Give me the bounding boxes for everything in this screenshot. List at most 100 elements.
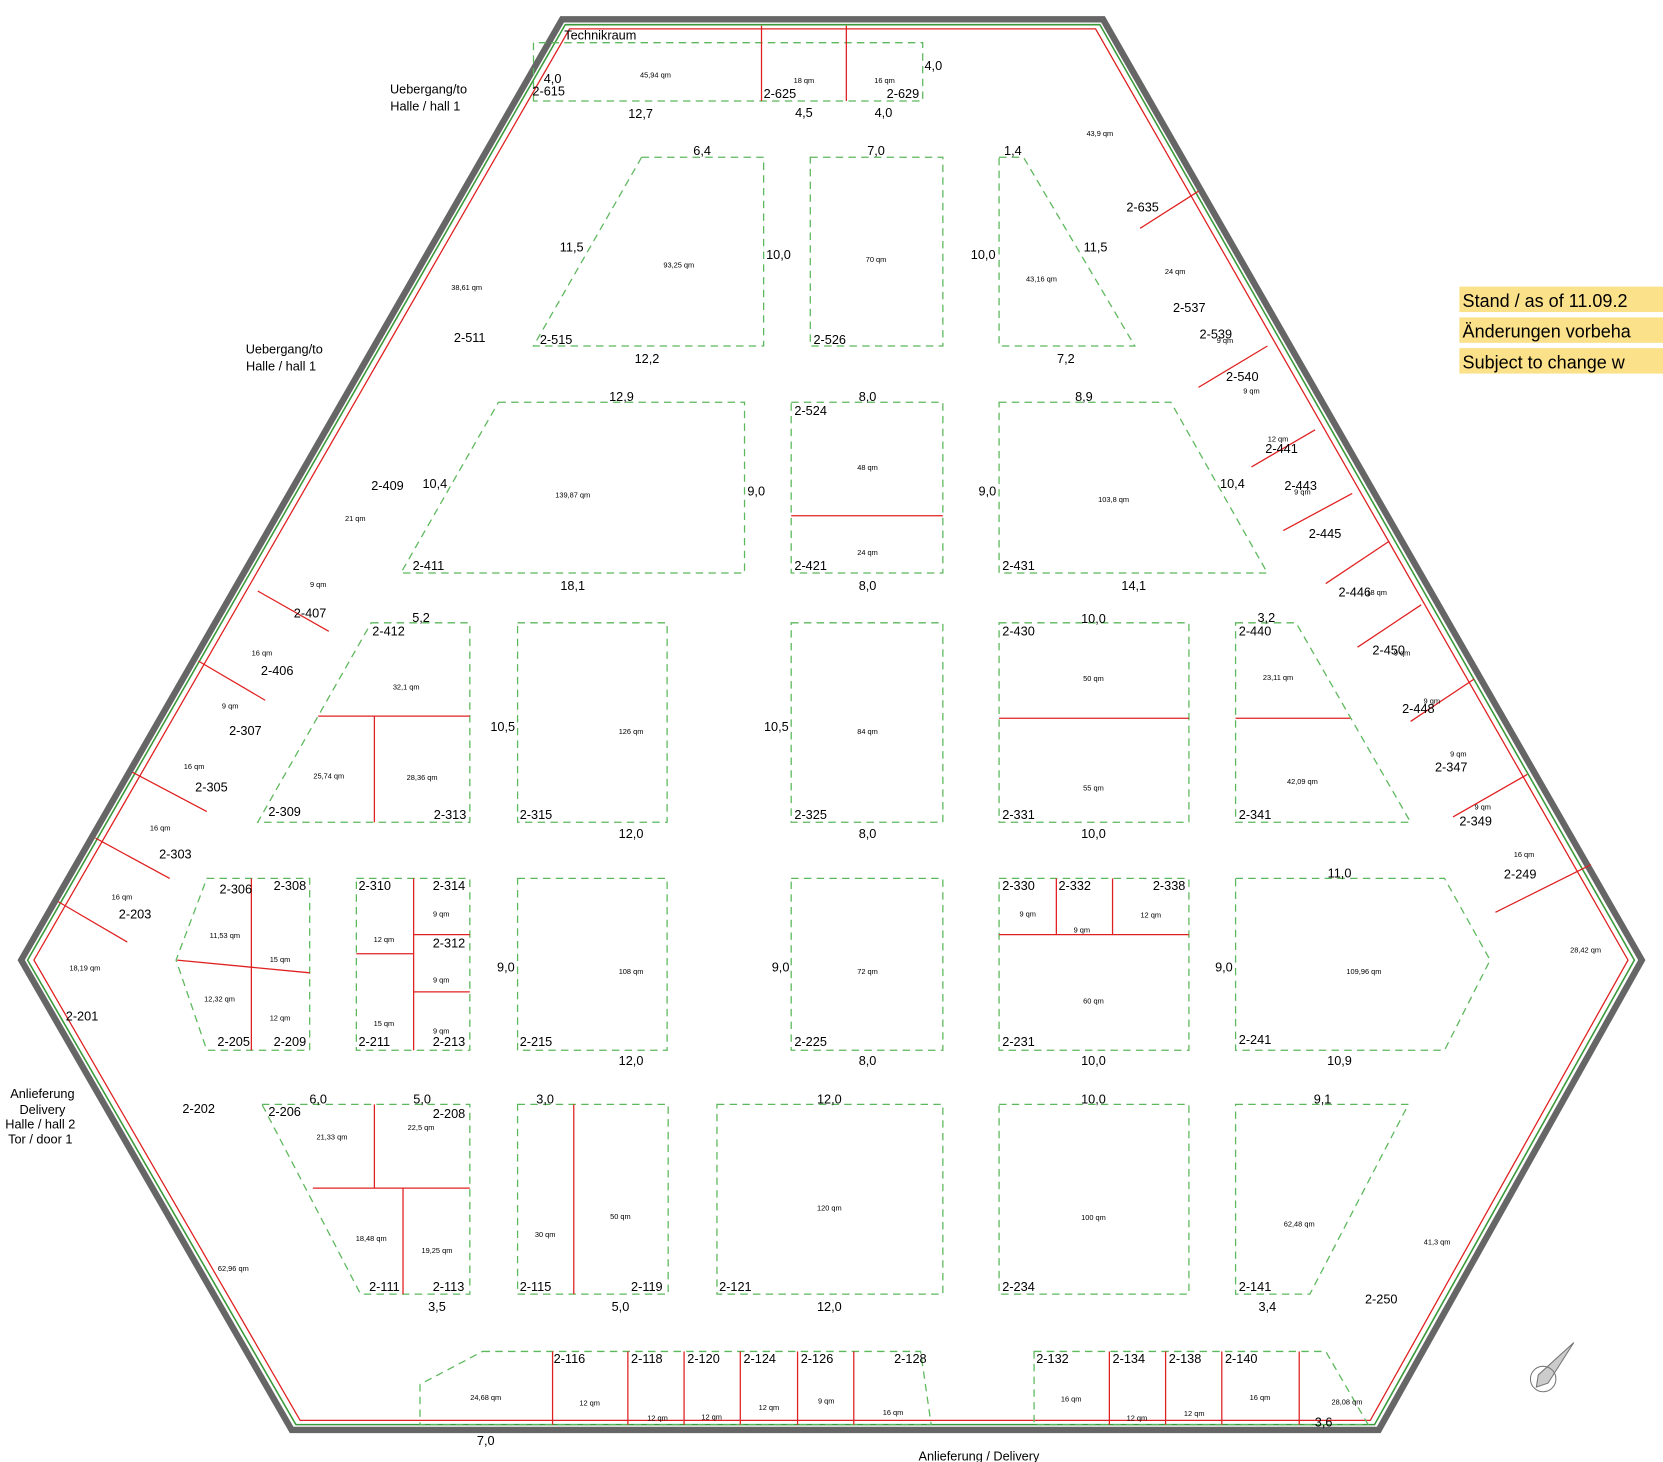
dimension: 10,5 xyxy=(490,719,515,734)
booth-area: 48 qm xyxy=(857,463,878,472)
booth-id: 2-128 xyxy=(894,1351,927,1366)
dimension: 10,4 xyxy=(422,476,447,491)
booth-area: 9 qm xyxy=(1450,749,1466,758)
booth-area: 22,5 qm xyxy=(408,1123,435,1132)
dimension: 6,0 xyxy=(309,1091,327,1106)
booth-id: 2-411 xyxy=(413,558,445,573)
booth-area: 120 qm xyxy=(817,1203,842,1212)
booth-area: 12 qm xyxy=(759,1403,780,1412)
booth-area: 139,87 qm xyxy=(555,491,590,500)
booth-area: 12 qm xyxy=(1268,434,1289,443)
booth-id: 2-208 xyxy=(433,1106,466,1121)
booth-id: 2-441 xyxy=(1265,441,1298,456)
booth-area: 16 qm xyxy=(252,649,273,658)
booth-id: 2-115 xyxy=(520,1279,552,1294)
booth-area: 38,61 qm xyxy=(451,283,482,292)
booth-area: 28,36 qm xyxy=(407,773,438,782)
dimension: 7,0 xyxy=(867,143,885,158)
booth-id: 2-635 xyxy=(1126,199,1159,214)
notice-text: Subject to change w xyxy=(1463,352,1626,372)
booth-id: 2-111 xyxy=(369,1279,400,1294)
notice-text: Stand / as of 11.09.2 xyxy=(1463,291,1628,311)
booth-area: 12 qm xyxy=(701,1412,722,1421)
booth-id: 2-312 xyxy=(433,935,466,950)
booth-id: 2-305 xyxy=(195,779,228,794)
booth-id: 2-314 xyxy=(433,878,466,893)
booth-area: 43,9 qm xyxy=(1086,129,1113,138)
dimension: 18,1 xyxy=(560,578,585,593)
booth-area: 16 qm xyxy=(184,762,205,771)
booth-id: 2-134 xyxy=(1113,1351,1146,1366)
booth-area: 16 qm xyxy=(1061,1394,1082,1403)
booth-area: 24 qm xyxy=(857,548,878,557)
booth-id: 2-118 xyxy=(631,1351,663,1366)
booth-area: 126 qm xyxy=(619,727,644,736)
booth-id: 2-234 xyxy=(1002,1279,1035,1294)
booth-id: 2-213 xyxy=(433,1034,466,1049)
booth-area: 9 qm xyxy=(433,975,449,984)
booth-area: 12,32 qm xyxy=(204,994,235,1003)
booth-id: 2-341 xyxy=(1239,807,1272,822)
booth-area: 9 qm xyxy=(1019,910,1035,919)
dimension: 8,0 xyxy=(859,1053,877,1068)
booth-id: 2-445 xyxy=(1309,526,1342,541)
booth-area: 45,94 qm xyxy=(640,71,671,80)
dimension: 9,0 xyxy=(772,960,790,975)
booth-id: 2-225 xyxy=(794,1034,827,1049)
booth-area: 28,42 qm xyxy=(1570,946,1601,955)
booth-area: 9 qm xyxy=(310,580,326,589)
booth-area: 12 qm xyxy=(579,1399,600,1408)
booth-area: 9 qm xyxy=(1424,696,1440,705)
dimension: 10,0 xyxy=(1081,611,1106,626)
booth-area: 18 qm xyxy=(794,76,815,85)
booth-id: 2-430 xyxy=(1002,624,1035,639)
dimension: 9,1 xyxy=(1314,1091,1332,1106)
north-arrow xyxy=(1529,1342,1575,1393)
dimension: 11,0 xyxy=(1328,865,1352,880)
booth-id: 2-313 xyxy=(434,807,467,822)
booth-id: 2-440 xyxy=(1239,624,1272,639)
booth-id: 2-625 xyxy=(764,86,797,101)
booth-area: 9 qm xyxy=(433,1026,449,1035)
booth-id: 2-446 xyxy=(1338,584,1371,599)
booth-id: 2-537 xyxy=(1173,300,1206,315)
booth-area: 12 qm xyxy=(647,1413,668,1422)
booth-id: 2-515 xyxy=(540,332,573,347)
booth-id: 2-308 xyxy=(274,878,307,893)
booth-area: 12 qm xyxy=(374,935,395,944)
dimension: 10,0 xyxy=(1081,1053,1106,1068)
plan-label: Technikraum xyxy=(564,27,636,42)
dimension: 12,9 xyxy=(609,389,634,404)
booth-area: 16 qm xyxy=(150,824,171,833)
plan-label: Halle / hall 2 xyxy=(5,1117,75,1132)
booth-area: 108 qm xyxy=(619,967,644,976)
dimension: 9,0 xyxy=(979,484,997,499)
booth-area: 93,25 qm xyxy=(663,261,694,270)
booth-area: 19,25 qm xyxy=(422,1246,453,1255)
booth-area: 9 qm xyxy=(1074,926,1090,935)
booth-area: 60 qm xyxy=(1083,997,1104,1006)
booth-id: 2-540 xyxy=(1226,369,1259,384)
plan-label: Halle / hall 1 xyxy=(246,358,316,373)
booth-id: 2-249 xyxy=(1504,866,1537,881)
dimension: 9,0 xyxy=(497,960,515,975)
booth-id: 2-325 xyxy=(794,807,827,822)
booth-id: 2-347 xyxy=(1435,759,1468,774)
booth-id: 2-338 xyxy=(1153,878,1186,893)
notice-text: Änderungen vorbeha xyxy=(1463,322,1632,342)
booth-id: 2-241 xyxy=(1239,1032,1272,1047)
booth-id: 2-406 xyxy=(261,663,294,678)
booth-area: 12 qm xyxy=(1127,1413,1148,1422)
booth-id: 2-615 xyxy=(532,84,565,99)
booth-area: 70 qm xyxy=(866,255,887,264)
dimension: 8,0 xyxy=(859,826,877,841)
booth-id: 2-412 xyxy=(372,624,405,639)
booth-id: 2-309 xyxy=(268,804,301,819)
dimension: 9,0 xyxy=(747,484,765,499)
booth-id: 2-310 xyxy=(358,878,391,893)
booth-area: 21 qm xyxy=(345,514,366,523)
booth-area: 30 qm xyxy=(535,1230,556,1239)
booth-id: 2-407 xyxy=(294,606,327,621)
